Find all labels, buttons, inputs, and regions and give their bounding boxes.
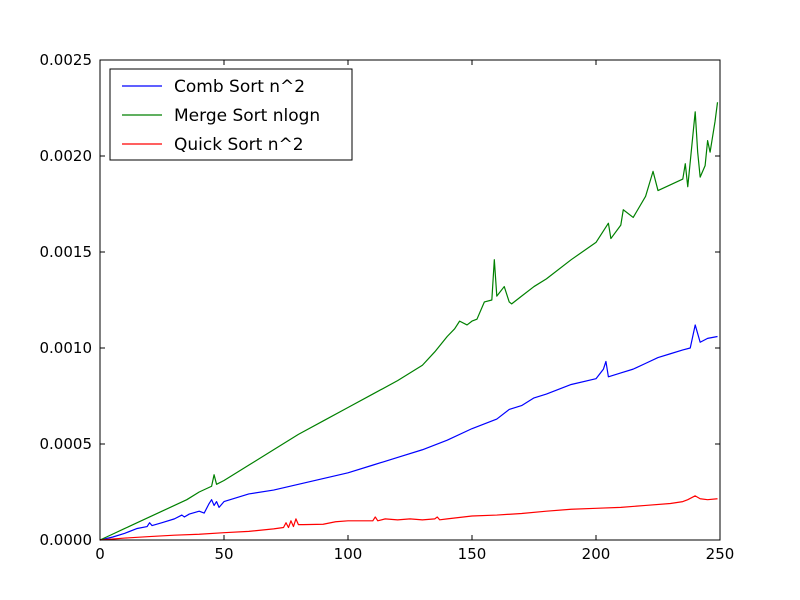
x-tick-label: 0 (95, 545, 105, 563)
x-tick-label: 100 (334, 545, 363, 563)
legend: Comb Sort n^2 Merge Sort nlogn Quick Sor… (109, 68, 353, 161)
series-line-0 (99, 324, 718, 541)
x-tick-label: 150 (458, 545, 487, 563)
ticks-layer: 0 50 100 150 200 250 0.0000 0.0005 0.0010 0.0015 0… (40, 51, 735, 563)
series-line-1 (99, 102, 719, 541)
y-tick-label: 0.0010 (40, 339, 93, 357)
series-line-2 (99, 495, 718, 541)
legend-label-merge-sort: Merge Sort nlogn (174, 106, 320, 126)
y-tick-label: 0.0025 (40, 51, 93, 69)
y-tick-label: 0.0000 (40, 531, 93, 549)
legend-label-comb-sort: Comb Sort n^2 (174, 77, 305, 97)
y-tick-label: 0.0005 (40, 435, 93, 453)
x-tick-label: 200 (582, 545, 611, 563)
x-tick-label: 250 (706, 545, 735, 563)
plot-frame (99, 59, 721, 541)
y-tick-label: 0.0020 (40, 147, 93, 165)
series-layer (99, 102, 719, 541)
y-tick-label: 0.0015 (40, 243, 93, 261)
x-tick-label: 50 (214, 545, 233, 563)
legend-label-quick-sort: Quick Sort n^2 (174, 135, 304, 155)
